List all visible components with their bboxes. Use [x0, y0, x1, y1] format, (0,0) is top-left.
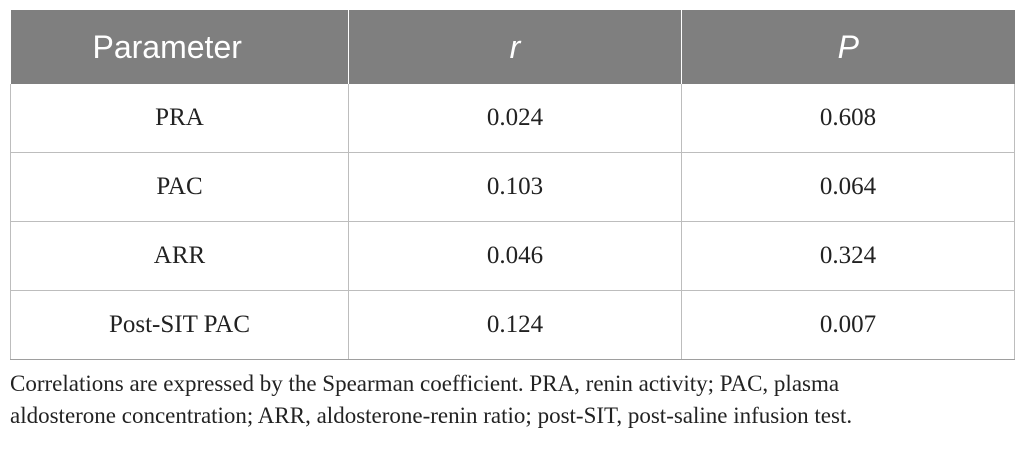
table-row: PAC 0.103 0.064	[10, 152, 1015, 222]
cell-p: 0.064	[681, 152, 1015, 222]
cell-parameter: PAC	[10, 152, 349, 222]
table-row: ARR 0.046 0.324	[10, 221, 1015, 291]
table-header-row: Parameter r P	[10, 10, 1015, 84]
cell-parameter: Post-SIT PAC	[10, 290, 349, 360]
cell-p: 0.324	[681, 221, 1015, 291]
table-row: PRA 0.024 0.608	[10, 84, 1015, 153]
cell-r: 0.024	[348, 84, 682, 153]
cell-p: 0.007	[681, 290, 1015, 360]
footnote-line-2: aldosterone concentration; ARR, aldoster…	[10, 403, 853, 428]
cell-r: 0.124	[348, 290, 682, 360]
footnote-line-1: Correlations are expressed by the Spearm…	[10, 371, 840, 396]
cell-parameter: PRA	[10, 84, 349, 153]
table-row: Post-SIT PAC 0.124 0.007	[10, 290, 1015, 360]
cell-p: 0.608	[681, 84, 1015, 153]
header-r: r	[348, 10, 682, 84]
correlation-table-container: Parameter r P PRA 0.024 0.608 PAC 0.103 …	[10, 10, 1015, 360]
cell-parameter: ARR	[10, 221, 349, 291]
header-p: P	[681, 10, 1015, 84]
header-parameter: Parameter	[10, 10, 349, 84]
correlation-table: Parameter r P PRA 0.024 0.608 PAC 0.103 …	[10, 10, 1015, 360]
cell-r: 0.046	[348, 221, 682, 291]
table-footnote: Correlations are expressed by the Spearm…	[10, 368, 1016, 432]
cell-r: 0.103	[348, 152, 682, 222]
